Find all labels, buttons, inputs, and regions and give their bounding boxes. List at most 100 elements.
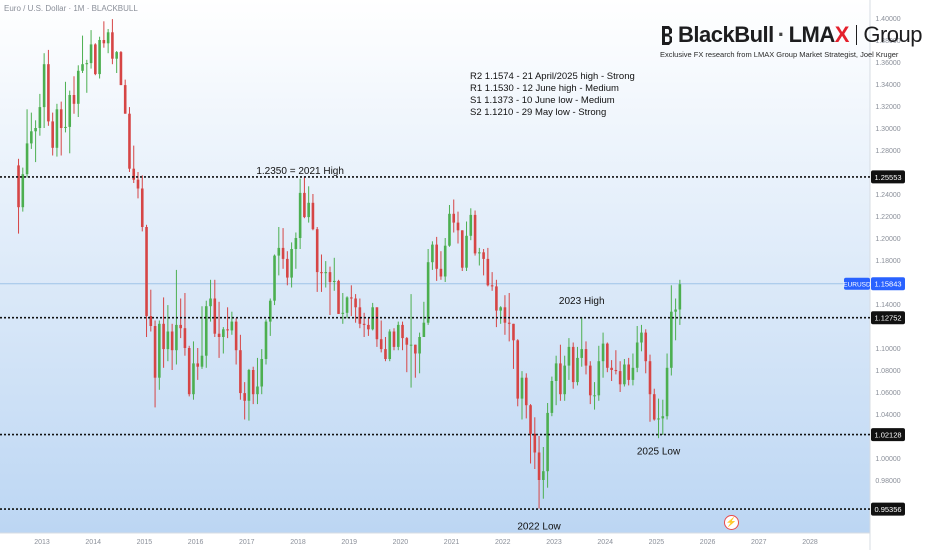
candle-body — [345, 297, 349, 313]
lightning-icon[interactable]: ⚡ — [724, 515, 739, 530]
candle-body — [298, 192, 302, 238]
candle — [149, 289, 153, 332]
candle — [213, 279, 217, 337]
candle-body — [251, 370, 255, 395]
candle-body — [81, 64, 84, 71]
candle-body — [149, 316, 153, 326]
blackbull-logo-icon — [660, 24, 674, 46]
candle — [281, 228, 285, 269]
candle — [337, 279, 340, 314]
candle-body — [601, 343, 605, 362]
candle — [563, 355, 566, 401]
candle — [153, 320, 157, 408]
candle-body — [392, 331, 396, 347]
x-tick-label: 2016 — [188, 539, 204, 546]
candle — [341, 293, 345, 324]
candle — [21, 167, 25, 212]
candle-body — [606, 343, 609, 368]
candle-body — [473, 214, 477, 254]
x-tick-label: 2017 — [239, 539, 255, 546]
candle-body — [51, 121, 54, 148]
candle — [260, 349, 264, 395]
candle — [239, 334, 242, 400]
candle-body — [106, 32, 110, 44]
candle-body — [234, 321, 238, 351]
candle — [618, 361, 622, 392]
x-tick-label: 2022 — [495, 539, 511, 546]
candle-body — [648, 361, 652, 395]
y-tick-label: 1.04000 — [875, 412, 900, 419]
candle-body — [657, 418, 660, 420]
candle-body — [213, 298, 217, 334]
candle — [469, 208, 473, 241]
candle — [25, 109, 29, 178]
candle-body — [482, 252, 485, 259]
candle-body — [21, 174, 25, 208]
level-price-label: 0.95356 — [874, 505, 901, 514]
candle-body — [239, 350, 242, 394]
brand-group: Group — [863, 22, 922, 47]
candle-body — [68, 95, 72, 127]
candle-body — [320, 272, 323, 274]
candle-body — [499, 307, 502, 311]
candle — [529, 404, 532, 464]
candle-body — [209, 298, 212, 307]
candle — [145, 224, 148, 337]
candle-body — [478, 252, 481, 254]
candle — [431, 241, 434, 270]
x-tick-label: 2023 — [546, 539, 562, 546]
brand-tagline: Exclusive FX research from LMAX Group Ma… — [660, 50, 899, 59]
candle-body — [503, 307, 507, 323]
candle — [298, 178, 302, 249]
candle-body — [294, 238, 298, 249]
candle-body — [665, 367, 669, 417]
candle-body — [286, 258, 289, 278]
candle — [652, 388, 656, 421]
candle-body — [576, 357, 579, 383]
candle-body — [414, 344, 417, 354]
candle-body — [192, 363, 195, 395]
candle — [635, 326, 639, 373]
candle-body — [375, 307, 379, 340]
candle — [601, 332, 605, 378]
candle-body — [678, 284, 682, 310]
candle-body — [593, 395, 596, 397]
y-tick-label: 1.28000 — [875, 148, 900, 155]
candle-body — [140, 188, 144, 227]
candle-body — [524, 377, 528, 406]
candle — [640, 324, 643, 352]
candle — [328, 266, 332, 315]
level-price-tag — [871, 170, 905, 184]
candle — [409, 294, 413, 388]
candle — [644, 329, 648, 374]
candle-body — [618, 371, 622, 385]
candle — [465, 221, 468, 271]
candle — [478, 247, 481, 266]
candle-body — [17, 165, 20, 208]
candle-body — [537, 452, 541, 480]
candle — [657, 398, 660, 439]
candle — [38, 93, 42, 136]
candle-body — [102, 40, 106, 44]
candle-body — [584, 349, 588, 366]
level-price-label: 1.12752 — [874, 314, 901, 323]
level-price-tag — [871, 311, 905, 325]
candle-body — [200, 355, 204, 367]
candle-body — [384, 349, 387, 359]
candle — [414, 344, 417, 378]
candle — [226, 307, 229, 339]
x-tick-label: 2019 — [341, 539, 357, 546]
candle-body — [456, 222, 460, 231]
y-tick-label: 1.30000 — [875, 126, 900, 133]
candle — [47, 49, 50, 126]
candle — [512, 323, 515, 369]
candle — [76, 65, 80, 117]
brand-name: BlackBull — [678, 22, 774, 47]
candle-body — [631, 367, 635, 380]
candle-body — [354, 298, 357, 308]
x-tick-label: 2028 — [802, 539, 818, 546]
candle-body — [128, 113, 131, 169]
candle-body — [550, 381, 554, 413]
candle-body — [268, 300, 272, 322]
